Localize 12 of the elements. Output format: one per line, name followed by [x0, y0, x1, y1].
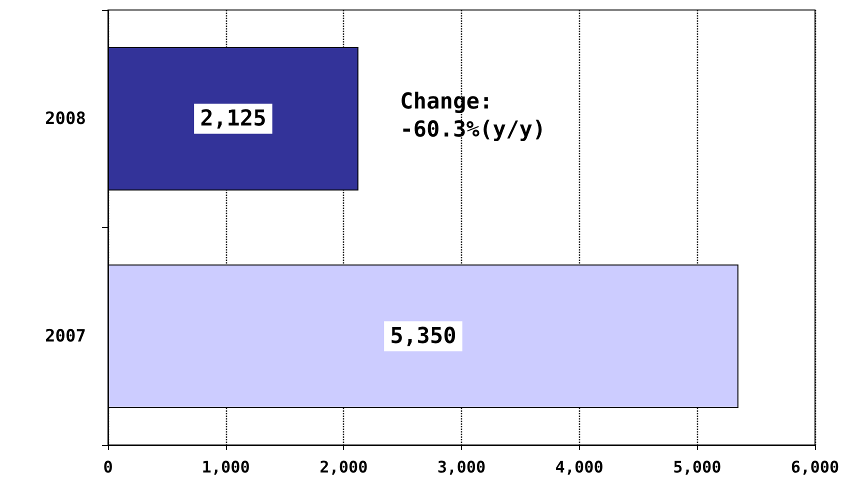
annotation: Change: -60.3%(y/y): [400, 90, 546, 142]
data-label: 2,125: [200, 106, 266, 132]
y-tick-label: 2008: [45, 108, 86, 129]
x-tick-label: 4,000: [555, 458, 604, 476]
data-label: 5,350: [390, 324, 456, 349]
x-tick-label: 2,000: [320, 458, 368, 476]
x-tick-label: 0: [103, 458, 113, 476]
x-tick-label: 6,000: [790, 458, 840, 476]
x-tick-label: 3,000: [437, 458, 486, 476]
x-tick-label: 5,000: [673, 458, 722, 476]
y-tick-label: 2007: [45, 326, 86, 346]
x-tick-label: 1,000: [202, 458, 250, 476]
